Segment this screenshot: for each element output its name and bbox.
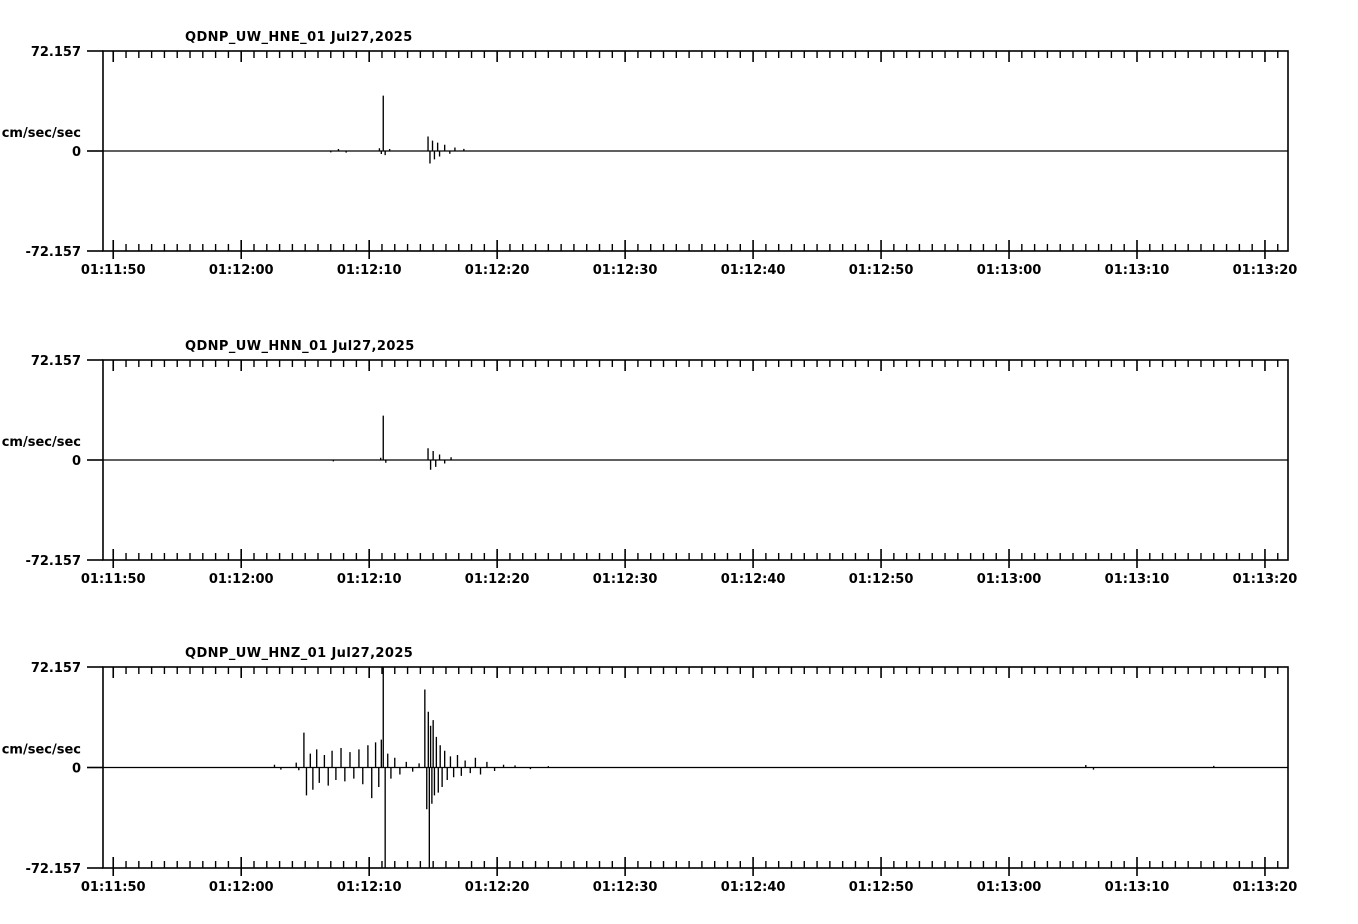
x-axis-tick-label: 01:12:20 bbox=[465, 572, 530, 587]
waveform-trace-hnz bbox=[103, 667, 1288, 868]
x-axis-tick-label: 01:11:50 bbox=[81, 880, 146, 895]
x-axis-tick-label: 01:12:00 bbox=[209, 263, 274, 278]
x-axis-tick-label: 01:13:10 bbox=[1105, 572, 1170, 587]
y-axis-min-label: -72.157 bbox=[25, 554, 81, 569]
x-axis-tick-label: 01:12:40 bbox=[721, 572, 786, 587]
x-axis-tick-label: 01:13:10 bbox=[1105, 880, 1170, 895]
y-axis-zero-label: 0 bbox=[72, 145, 81, 160]
plot-frame-hnn bbox=[102, 359, 1289, 561]
x-axis-tick-label: 01:12:30 bbox=[593, 263, 658, 278]
plot-frame-hne bbox=[102, 50, 1289, 252]
x-axis-tick-label: 01:12:10 bbox=[337, 572, 402, 587]
x-axis-tick-label: 01:12:00 bbox=[209, 880, 274, 895]
x-axis-tick-label: 01:12:30 bbox=[593, 880, 658, 895]
x-axis-tick-label: 01:12:10 bbox=[337, 263, 402, 278]
y-axis-min-label: -72.157 bbox=[25, 862, 81, 877]
x-axis-tick-label: 01:12:00 bbox=[209, 572, 274, 587]
x-axis-tick-label: 01:13:20 bbox=[1233, 572, 1298, 587]
x-axis-tick-label: 01:13:00 bbox=[977, 572, 1042, 587]
x-axis-tick-label: 01:13:10 bbox=[1105, 263, 1170, 278]
trace-title-hne: QDNP_UW_HNE_01 Jul27,2025 bbox=[185, 30, 413, 45]
waveform-trace-hnn bbox=[103, 415, 1288, 470]
x-axis-tick-label: 01:12:40 bbox=[721, 263, 786, 278]
y-axis-min-label: -72.157 bbox=[25, 245, 81, 260]
y-axis-unit-label: cm/sec/sec bbox=[2, 743, 81, 758]
plot-frame-hnz bbox=[102, 666, 1289, 869]
x-axis-tick-label: 01:13:20 bbox=[1233, 263, 1298, 278]
trace-title-hnn: QDNP_UW_HNN_01 Jul27,2025 bbox=[185, 339, 415, 354]
waveform-trace-hne bbox=[103, 95, 1288, 164]
x-axis-tick-label: 01:12:50 bbox=[849, 572, 914, 587]
x-axis-tick-label: 01:13:20 bbox=[1233, 880, 1298, 895]
x-axis-tick-label: 01:13:00 bbox=[977, 880, 1042, 895]
y-axis-zero-label: 0 bbox=[72, 454, 81, 469]
y-axis-unit-label: cm/sec/sec bbox=[2, 126, 81, 141]
y-axis-max-label: 72.157 bbox=[31, 45, 81, 60]
x-axis-tick-label: 01:11:50 bbox=[81, 572, 146, 587]
y-axis-max-label: 72.157 bbox=[31, 354, 81, 369]
x-axis-tick-label: 01:12:50 bbox=[849, 263, 914, 278]
y-axis-zero-label: 0 bbox=[72, 762, 81, 777]
x-axis-tick-label: 01:12:30 bbox=[593, 572, 658, 587]
trace-title-hnz: QDNP_UW_HNZ_01 Jul27,2025 bbox=[185, 646, 413, 661]
x-axis-tick-label: 01:12:20 bbox=[465, 263, 530, 278]
y-axis-unit-label: cm/sec/sec bbox=[2, 435, 81, 450]
x-axis-tick-label: 01:12:20 bbox=[465, 880, 530, 895]
x-axis-tick-label: 01:12:40 bbox=[721, 880, 786, 895]
x-axis-tick-label: 01:12:50 bbox=[849, 880, 914, 895]
x-axis-tick-label: 01:13:00 bbox=[977, 263, 1042, 278]
x-axis-tick-label: 01:12:10 bbox=[337, 880, 402, 895]
x-axis-tick-label: 01:11:50 bbox=[81, 263, 146, 278]
y-axis-max-label: 72.157 bbox=[31, 661, 81, 676]
